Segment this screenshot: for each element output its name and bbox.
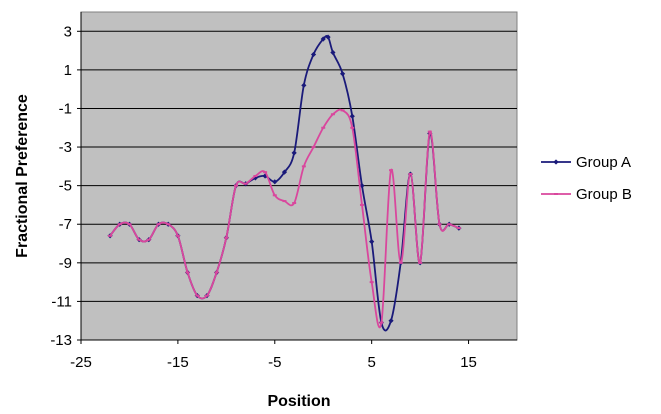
series-group-b xyxy=(108,108,461,329)
data-point-s0-24 xyxy=(330,49,336,56)
x-tick-label-0: -25 xyxy=(70,354,92,371)
legend-label-0: Group A xyxy=(576,154,631,171)
data-point-s1-13 xyxy=(234,184,239,187)
data-point-s1-36 xyxy=(456,227,461,230)
data-point-s0-18 xyxy=(281,169,288,175)
x-tick-label-3: 5 xyxy=(367,354,375,371)
y-tick-label-7: -11 xyxy=(51,293,72,310)
y-tick-label-6: -9 xyxy=(59,255,72,272)
data-point-s1-0 xyxy=(108,234,113,237)
data-point-s0-28 xyxy=(369,239,375,245)
data-point-s1-34 xyxy=(437,223,442,226)
data-point-s1-16 xyxy=(263,171,268,174)
data-point-s1-5 xyxy=(156,223,161,226)
y-tick-label-3: -3 xyxy=(59,139,72,156)
data-point-s1-12 xyxy=(224,236,229,239)
data-point-s0-22 xyxy=(320,36,326,42)
data-point-s0-23 xyxy=(325,34,331,40)
y-tick-label-8: -13 xyxy=(50,332,72,349)
x-tick-label-2: -5 xyxy=(268,354,281,371)
legend-item-1: Group B xyxy=(541,186,632,203)
data-point-s0-19 xyxy=(291,150,297,156)
series-lines xyxy=(107,34,462,332)
legend-marker-1 xyxy=(554,193,558,195)
y-axis-title: Fractional Preference xyxy=(14,94,31,258)
data-point-s1-17 xyxy=(272,194,277,197)
y-tick-label-1: 1 xyxy=(64,62,72,79)
data-point-s1-14 xyxy=(243,182,248,185)
legend-item-0: Group A xyxy=(541,154,631,171)
data-point-s0-16 xyxy=(262,173,268,179)
axes xyxy=(80,12,517,341)
data-point-s0-25 xyxy=(340,71,346,77)
series-line-1 xyxy=(109,108,460,329)
data-point-s0-17 xyxy=(272,179,278,185)
data-point-s0-21 xyxy=(310,51,317,58)
data-point-s1-7 xyxy=(175,234,180,237)
x-tick-label-4: 15 xyxy=(460,354,477,371)
data-point-s1-21 xyxy=(311,146,316,149)
data-point-s1-3 xyxy=(137,238,142,241)
data-point-s1-9 xyxy=(195,294,200,297)
data-point-s1-35 xyxy=(447,223,452,226)
data-point-s1-26 xyxy=(359,203,364,206)
data-point-s1-25 xyxy=(350,126,355,129)
data-point-s1-30 xyxy=(398,261,403,264)
data-point-s1-23 xyxy=(330,113,335,116)
data-point-s1-20 xyxy=(301,165,306,168)
data-point-s0-26 xyxy=(349,113,355,119)
data-point-s1-15 xyxy=(253,175,258,177)
data-point-s1-4 xyxy=(146,238,151,241)
data-point-s0-20 xyxy=(301,82,307,88)
data-point-s0-30 xyxy=(388,318,394,324)
x-axis-title: Position xyxy=(267,393,330,410)
data-point-s1-2 xyxy=(127,223,132,226)
y-tick-label-2: -1 xyxy=(59,100,72,117)
x-tick-label-1: -15 xyxy=(167,354,189,371)
data-point-s1-33 xyxy=(427,130,432,133)
data-point-s1-19 xyxy=(292,202,297,205)
data-point-s1-24 xyxy=(340,109,345,112)
data-point-s1-10 xyxy=(204,294,209,297)
data-point-s1-6 xyxy=(166,223,171,226)
legend-marker-0 xyxy=(553,159,559,165)
plot-area xyxy=(80,11,518,341)
y-tick-label-4: -5 xyxy=(59,178,72,195)
legend: Group A Group B xyxy=(541,154,632,203)
data-point-s1-31 xyxy=(408,173,413,176)
data-point-s1-8 xyxy=(185,271,190,274)
data-point-s1-11 xyxy=(214,271,219,274)
tick-labels: 3 1 -1 -3 -5 -7 -9 -11 -13 -25 -15 -5 5 15 xyxy=(50,23,477,371)
data-point-s1-27 xyxy=(369,281,374,284)
data-point-s1-32 xyxy=(418,261,423,264)
y-tick-label-0: 3 xyxy=(64,23,72,40)
data-point-s1-1 xyxy=(117,223,122,226)
data-point-s1-28 xyxy=(379,321,384,324)
data-point-s1-29 xyxy=(389,169,394,172)
data-point-s1-18 xyxy=(282,200,287,203)
legend-label-1: Group B xyxy=(576,186,632,203)
data-point-s1-22 xyxy=(321,126,326,129)
y-tick-label-5: -7 xyxy=(59,216,72,233)
